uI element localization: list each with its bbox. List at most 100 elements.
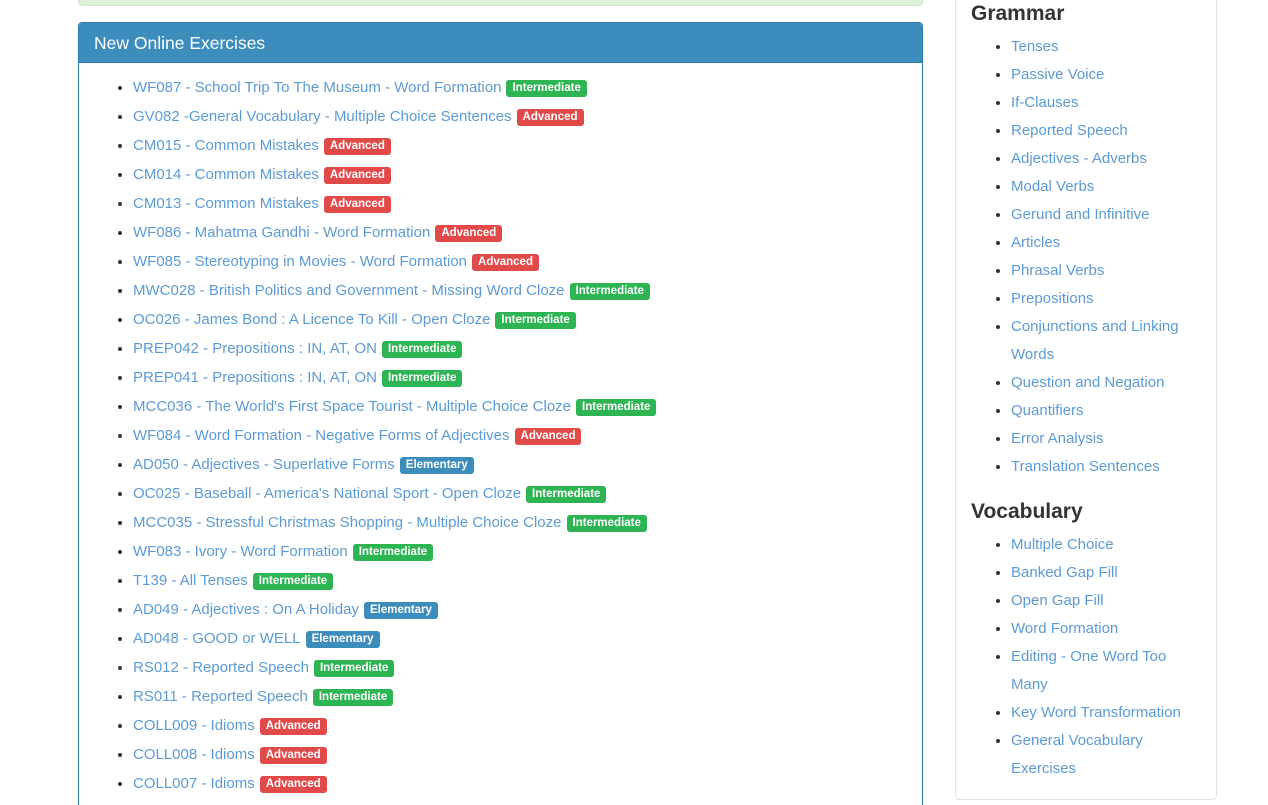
sidebar-list-item: Multiple Choice	[1011, 531, 1201, 559]
sidebar-item-editing-one-word-too-many[interactable]: Editing - One Word Too Many	[1011, 648, 1167, 693]
level-badge: Intermediate	[252, 573, 334, 590]
exercise-link[interactable]: RS012 - Reported Speech	[133, 659, 309, 676]
exercise-link[interactable]: COLL007 - Idioms	[133, 775, 255, 792]
sidebar-list-item: Editing - One Word Too Many	[1011, 643, 1201, 699]
sidebar-item-passive-voice[interactable]: Passive Voice	[1011, 66, 1105, 83]
sidebar-item-open-gap-fill[interactable]: Open Gap Fill	[1011, 592, 1104, 609]
sidebar-item-gerund-and-infinitive[interactable]: Gerund and Infinitive	[1011, 206, 1150, 223]
sidebar-list-item: Passive Voice	[1011, 61, 1201, 89]
sidebar-list-item: Phrasal Verbs	[1011, 257, 1201, 285]
exercise-list-item: WF086 - Mahatma Gandhi - Word FormationA…	[133, 218, 907, 247]
page-title: New Online Exercises	[94, 33, 266, 53]
categories-panel: Grammar Tenses Passive Voice If-Clauses Rep…	[955, 0, 1217, 800]
level-badge: Intermediate	[381, 370, 463, 387]
sidebar-item-translation-sentences[interactable]: Translation Sentences	[1011, 458, 1160, 475]
sidebar-item-word-formation[interactable]: Word Formation	[1011, 620, 1119, 637]
exercise-link[interactable]: WF084 - Word Formation - Negative Forms …	[133, 427, 510, 444]
exercise-list-item: MCC036 - The World's First Space Tourist…	[133, 392, 907, 421]
level-badge: Advanced	[472, 254, 539, 271]
exercise-link[interactable]: CM014 - Common Mistakes	[133, 166, 319, 183]
level-badge: Elementary	[399, 457, 474, 474]
exercise-link[interactable]: MCC036 - The World's First Space Tourist…	[133, 398, 572, 415]
sidebar-item-error-analysis[interactable]: Error Analysis	[1011, 430, 1104, 447]
sidebar-item-if-clauses[interactable]: If-Clauses	[1011, 94, 1079, 111]
sidebar-item-key-word-transformation[interactable]: Key Word Transformation	[1011, 704, 1181, 721]
exercise-link[interactable]: RS011 - Reported Speech	[133, 688, 308, 705]
exercise-link[interactable]: COLL009 - Idioms	[133, 717, 255, 734]
exercise-link[interactable]: CM013 - Common Mistakes	[133, 195, 319, 212]
exercise-link[interactable]: AD049 - Adjectives : On A Holiday	[133, 601, 359, 618]
exercise-link[interactable]: CM015 - Common Mistakes	[133, 137, 319, 154]
sidebar-list-item: If-Clauses	[1011, 89, 1201, 117]
level-badge: Intermediate	[313, 660, 395, 677]
exercise-link[interactable]: PREP042 - Prepositions : IN, AT, ON	[133, 340, 377, 357]
exercise-list: WF087 - School Trip To The Museum - Word…	[94, 73, 907, 805]
sidebar-list-item: Open Gap Fill	[1011, 587, 1201, 615]
level-badge: Elementary	[305, 631, 380, 648]
panel-body: WF087 - School Trip To The Museum - Word…	[79, 63, 922, 805]
exercise-link[interactable]: MWC028 - British Politics and Government…	[133, 282, 565, 299]
level-badge: Advanced	[323, 196, 391, 213]
sidebar: Grammar Tenses Passive Voice If-Clauses Rep…	[955, 0, 1217, 805]
exercise-link[interactable]: PREP041 - Prepositions : IN, AT, ON	[133, 369, 377, 386]
new-online-exercises-panel: New Online Exercises WF087 - School Trip…	[78, 22, 923, 805]
exercise-link[interactable]: WF087 - School Trip To The Museum - Word…	[133, 79, 502, 96]
panel-header: New Online Exercises	[79, 23, 922, 63]
exercise-link[interactable]: AD048 - GOOD or WELL	[133, 630, 301, 647]
exercise-link[interactable]: MCC035 - Stressful Christmas Shopping - …	[133, 514, 562, 531]
level-badge: Intermediate	[526, 486, 607, 503]
sidebar-list-item: Tenses	[1011, 33, 1201, 61]
exercise-link[interactable]: AD050 - Adjectives - Superlative Forms	[133, 456, 395, 473]
level-badge: Advanced	[514, 428, 582, 445]
sidebar-item-conjunctions-and-linking-words[interactable]: Conjunctions and Linking Words	[1011, 318, 1179, 363]
sidebar-list-item: Conjunctions and Linking Words	[1011, 313, 1201, 369]
exercise-link[interactable]: OC025 - Baseball - America's National Sp…	[133, 485, 522, 502]
sidebar-item-banked-gap-fill[interactable]: Banked Gap Fill	[1011, 564, 1118, 581]
exercise-link[interactable]: OC026 - James Bond : A Licence To Kill -…	[133, 311, 491, 328]
sidebar-item-quantifiers[interactable]: Quantifiers	[1011, 402, 1084, 419]
sidebar-item-tenses[interactable]: Tenses	[1011, 38, 1059, 55]
sidebar-item-articles[interactable]: Articles	[1011, 234, 1061, 251]
level-badge: Intermediate	[312, 689, 394, 706]
sidebar-item-modal-verbs[interactable]: Modal Verbs	[1011, 178, 1095, 195]
level-badge: Advanced	[516, 109, 584, 126]
exercise-list-item: PREP042 - Prepositions : IN, AT, ONInter…	[133, 334, 907, 363]
sidebar-list-item: Error Analysis	[1011, 425, 1201, 453]
exercise-link[interactable]: WF085 - Stereotyping in Movies - Word Fo…	[133, 253, 468, 270]
exercise-link[interactable]: COLL008 - Idioms	[133, 746, 255, 763]
sidebar-item-question-and-negation[interactable]: Question and Negation	[1011, 374, 1165, 391]
sidebar-list-item: Gerund and Infinitive	[1011, 201, 1201, 229]
sidebar-item-prepositions[interactable]: Prepositions	[1011, 290, 1094, 307]
exercise-link[interactable]: GV082 -General Vocabulary - Multiple Cho…	[133, 108, 512, 125]
sidebar-list-item: Question and Negation	[1011, 369, 1201, 397]
sidebar-list-item: Reported Speech	[1011, 117, 1201, 145]
level-badge: Intermediate	[352, 544, 434, 561]
level-badge: Advanced	[323, 138, 391, 155]
exercise-list-item: PREP041 - Prepositions : IN, AT, ONInter…	[133, 363, 907, 392]
sidebar-item-multiple-choice[interactable]: Multiple Choice	[1011, 536, 1114, 553]
sidebar-item-phrasal-verbs[interactable]: Phrasal Verbs	[1011, 262, 1105, 279]
exercise-link[interactable]: WF083 - Ivory - Word Formation	[133, 543, 348, 560]
level-badge: Advanced	[435, 225, 503, 242]
exercise-link[interactable]: T139 - All Tenses	[133, 572, 248, 589]
level-badge: Intermediate	[566, 515, 647, 532]
sidebar-item-general-vocabulary-exercises[interactable]: General Vocabulary Exercises	[1011, 732, 1143, 777]
level-badge: Intermediate	[506, 80, 587, 97]
level-badge: Intermediate	[381, 341, 463, 358]
level-badge: Advanced	[259, 776, 327, 793]
grammar-heading: Grammar	[971, 2, 1065, 25]
exercise-link[interactable]: WF086 - Mahatma Gandhi - Word Formation	[133, 224, 431, 241]
sidebar-item-reported-speech[interactable]: Reported Speech	[1011, 122, 1128, 139]
sidebar-list-item: Adjectives - Adverbs	[1011, 145, 1201, 173]
exercise-list-item: WF087 - School Trip To The Museum - Word…	[133, 73, 907, 102]
sidebar-item-adjectives-adverbs[interactable]: Adjectives - Adverbs	[1011, 150, 1147, 167]
exercise-list-item: OC025 - Baseball - America's National Sp…	[133, 479, 907, 508]
vocabulary-heading: Vocabulary	[971, 500, 1083, 523]
exercise-list-item: AD049 - Adjectives : On A HolidayElement…	[133, 595, 907, 624]
exercise-list-item: AD050 - Adjectives - Superlative FormsEl…	[133, 450, 907, 479]
